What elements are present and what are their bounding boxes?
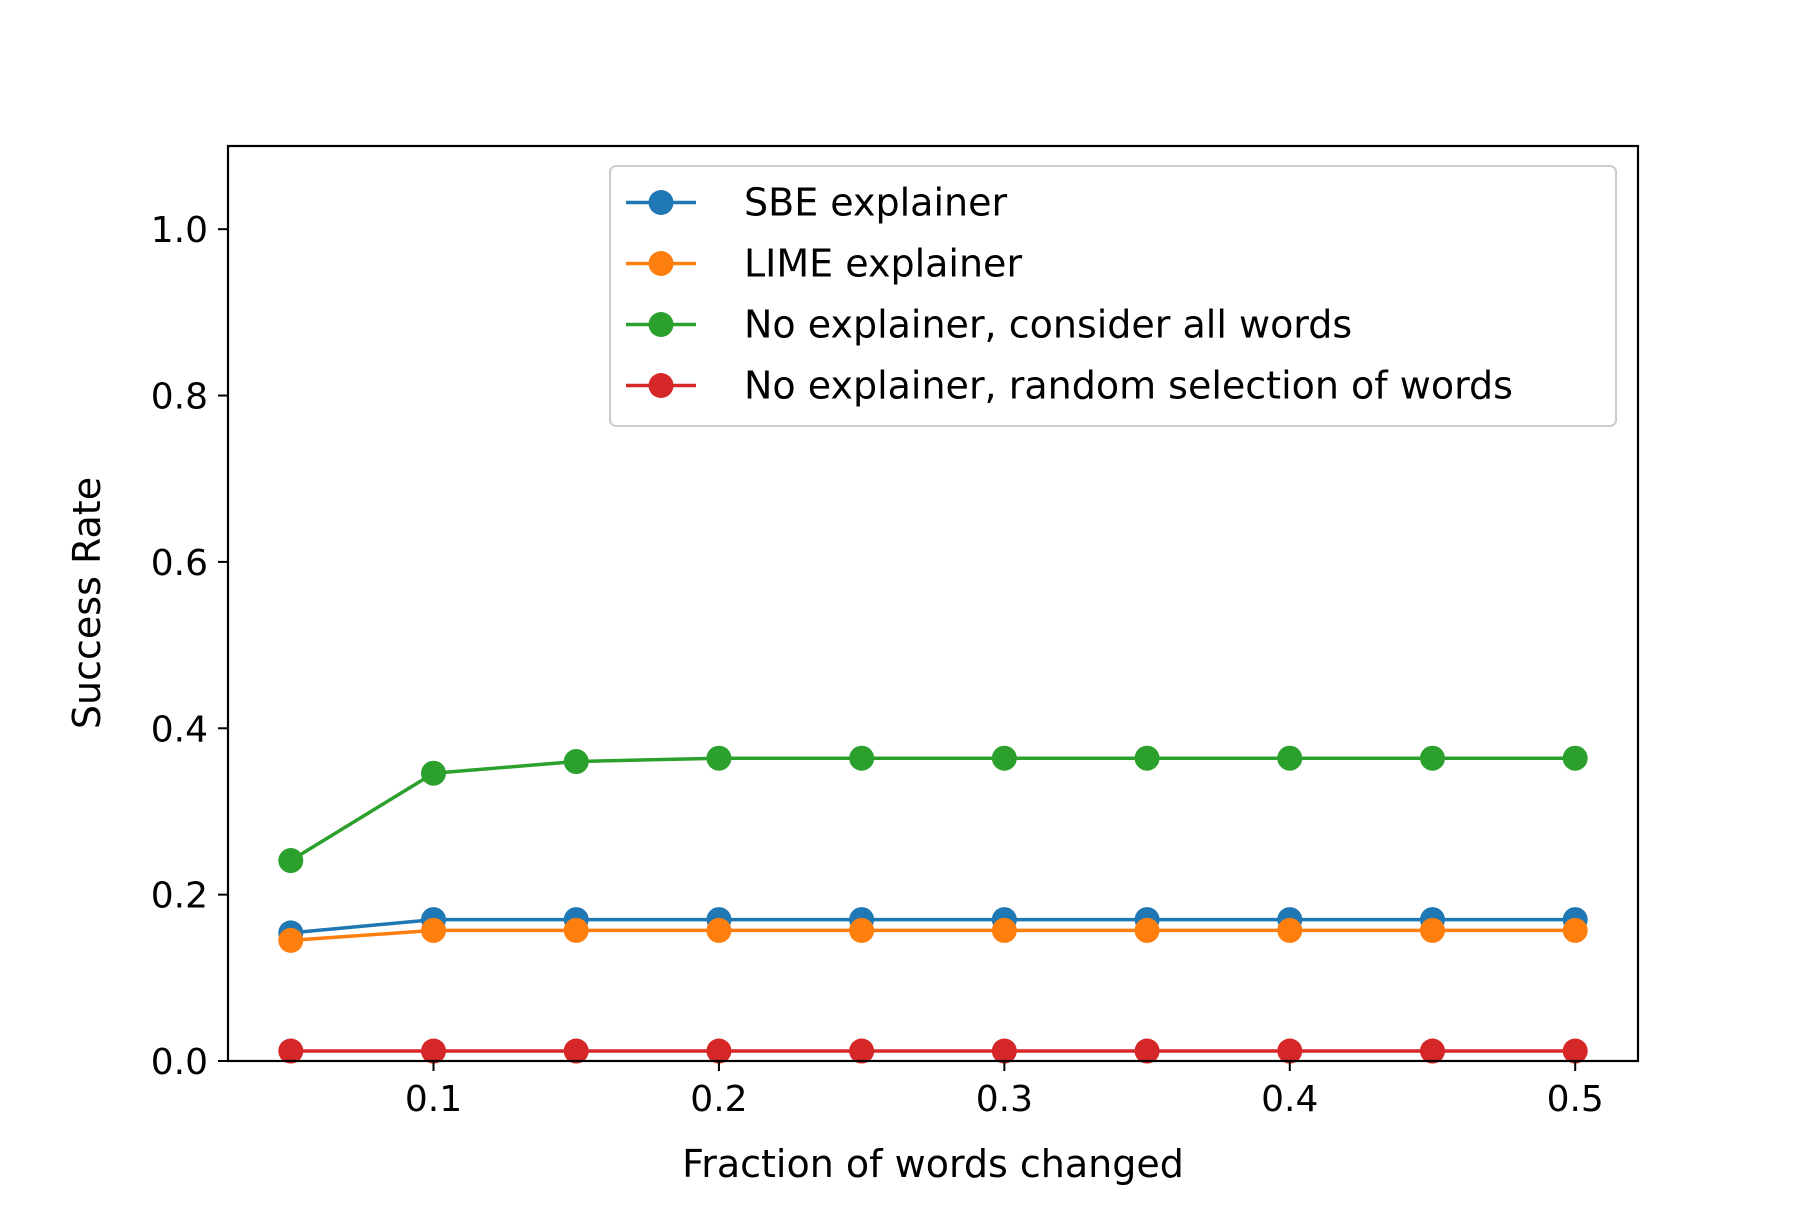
y-tick-label: 0.4: [151, 709, 208, 750]
y-tick-label: 0.6: [151, 543, 208, 584]
legend-frame: [609, 165, 1617, 427]
series-lime-explainer: [278, 917, 1588, 953]
legend-item: No explainer, random selection of words: [626, 364, 1513, 408]
x-axis-label: Fraction of words changed: [682, 1142, 1184, 1186]
plot-area: [278, 745, 1588, 1064]
x-tick-label: 0.1: [405, 1079, 462, 1120]
legend-marker: [648, 251, 674, 276]
x-tick-label: 0.2: [690, 1079, 747, 1120]
x-tick-label: 0.4: [1261, 1079, 1318, 1120]
y-tick-label: 1.0: [151, 210, 208, 251]
data-point: [849, 745, 875, 771]
legend-marker: [648, 190, 674, 215]
data-point: [849, 917, 875, 943]
data-point: [278, 927, 304, 953]
y-axis: 0.0 0.2 0.4 0.6 0.8 1.0: [151, 210, 228, 1083]
legend-label: SBE explainer: [744, 181, 1007, 225]
data-point: [991, 917, 1017, 943]
data-point: [706, 917, 732, 943]
data-point: [991, 1038, 1017, 1064]
data-point: [706, 745, 732, 771]
data-point: [563, 917, 589, 943]
data-point: [1419, 1038, 1445, 1064]
legend-label: No explainer, consider all words: [744, 303, 1352, 347]
y-tick-label: 0.2: [151, 876, 208, 917]
series-line: [290, 917, 1576, 935]
data-point: [1277, 1038, 1303, 1064]
legend-item: LIME explainer: [626, 242, 1022, 286]
data-point: [1134, 917, 1160, 943]
data-point: [421, 760, 447, 786]
data-point: [706, 1038, 732, 1064]
legend-label: No explainer, random selection of words: [744, 364, 1513, 408]
legend-label: LIME explainer: [744, 242, 1022, 286]
series-no-explainer-consider-all-words: [278, 745, 1588, 874]
data-point: [1419, 917, 1445, 943]
x-tick-label: 0.5: [1547, 1079, 1604, 1120]
data-point: [1562, 917, 1588, 943]
data-point: [1277, 745, 1303, 771]
series-no-explainer-random-selection-of-words: [278, 1038, 1588, 1064]
data-point: [563, 1038, 589, 1064]
x-tick-label: 0.3: [976, 1079, 1033, 1120]
data-point: [1134, 1038, 1160, 1064]
data-point: [1419, 745, 1445, 771]
series-line: [290, 928, 1576, 943]
data-point: [1277, 917, 1303, 943]
legend-item: No explainer, consider all words: [626, 303, 1352, 347]
data-point: [421, 917, 447, 943]
x-axis: 0.1 0.2 0.3 0.4 0.5: [405, 1061, 1604, 1120]
series-line: [289, 756, 1576, 862]
data-point: [849, 1038, 875, 1064]
data-point: [421, 1038, 447, 1064]
data-point: [1562, 745, 1588, 771]
data-point: [1134, 745, 1160, 771]
y-axis-label: Success Rate: [65, 477, 109, 729]
legend-item: SBE explainer: [626, 181, 1007, 225]
data-point: [991, 745, 1017, 771]
plot-frame: [226, 144, 1640, 1063]
data-point: [1562, 1038, 1588, 1064]
y-tick-label: 0.0: [151, 1042, 208, 1083]
legend-marker: [648, 312, 674, 337]
legend: SBE explainer LIME explainer No explainer,…: [609, 165, 1617, 427]
data-point: [278, 848, 304, 874]
legend-marker: [648, 373, 674, 398]
y-tick-label: 0.8: [151, 377, 208, 418]
data-point: [278, 1038, 304, 1064]
data-point: [563, 749, 589, 775]
